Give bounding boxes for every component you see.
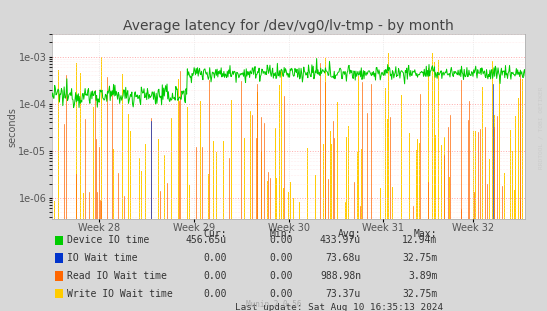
Text: 3.89m: 3.89m bbox=[408, 271, 438, 281]
Text: 32.75m: 32.75m bbox=[403, 253, 438, 263]
Text: 0.00: 0.00 bbox=[269, 235, 293, 245]
Text: Avg:: Avg: bbox=[337, 229, 361, 239]
Y-axis label: seconds: seconds bbox=[7, 107, 17, 147]
Text: 0.00: 0.00 bbox=[203, 253, 227, 263]
Text: Cur:: Cur: bbox=[203, 229, 227, 239]
Text: RRDTOOL / TOBI OETIKER: RRDTOOL / TOBI OETIKER bbox=[538, 86, 543, 169]
Text: Last update: Sat Aug 10 16:35:13 2024: Last update: Sat Aug 10 16:35:13 2024 bbox=[235, 303, 443, 311]
Text: Min:: Min: bbox=[269, 229, 293, 239]
Text: 73.37u: 73.37u bbox=[326, 289, 361, 299]
Text: Read IO Wait time: Read IO Wait time bbox=[67, 271, 167, 281]
Text: Max:: Max: bbox=[414, 229, 438, 239]
Text: 0.00: 0.00 bbox=[269, 271, 293, 281]
Text: Munin 2.0.56: Munin 2.0.56 bbox=[246, 299, 301, 309]
Text: 0.00: 0.00 bbox=[269, 253, 293, 263]
Text: 0.00: 0.00 bbox=[203, 271, 227, 281]
Text: 988.98n: 988.98n bbox=[320, 271, 361, 281]
Text: 0.00: 0.00 bbox=[269, 289, 293, 299]
Text: 433.97u: 433.97u bbox=[320, 235, 361, 245]
Text: Device IO time: Device IO time bbox=[67, 235, 149, 245]
Text: Write IO Wait time: Write IO Wait time bbox=[67, 289, 173, 299]
Text: IO Wait time: IO Wait time bbox=[67, 253, 138, 263]
Title: Average latency for /dev/vg0/lv-tmp - by month: Average latency for /dev/vg0/lv-tmp - by… bbox=[123, 19, 454, 33]
Text: 0.00: 0.00 bbox=[203, 289, 227, 299]
Text: 32.75m: 32.75m bbox=[403, 289, 438, 299]
Text: 456.65u: 456.65u bbox=[186, 235, 227, 245]
Text: 73.68u: 73.68u bbox=[326, 253, 361, 263]
Text: 12.94m: 12.94m bbox=[403, 235, 438, 245]
